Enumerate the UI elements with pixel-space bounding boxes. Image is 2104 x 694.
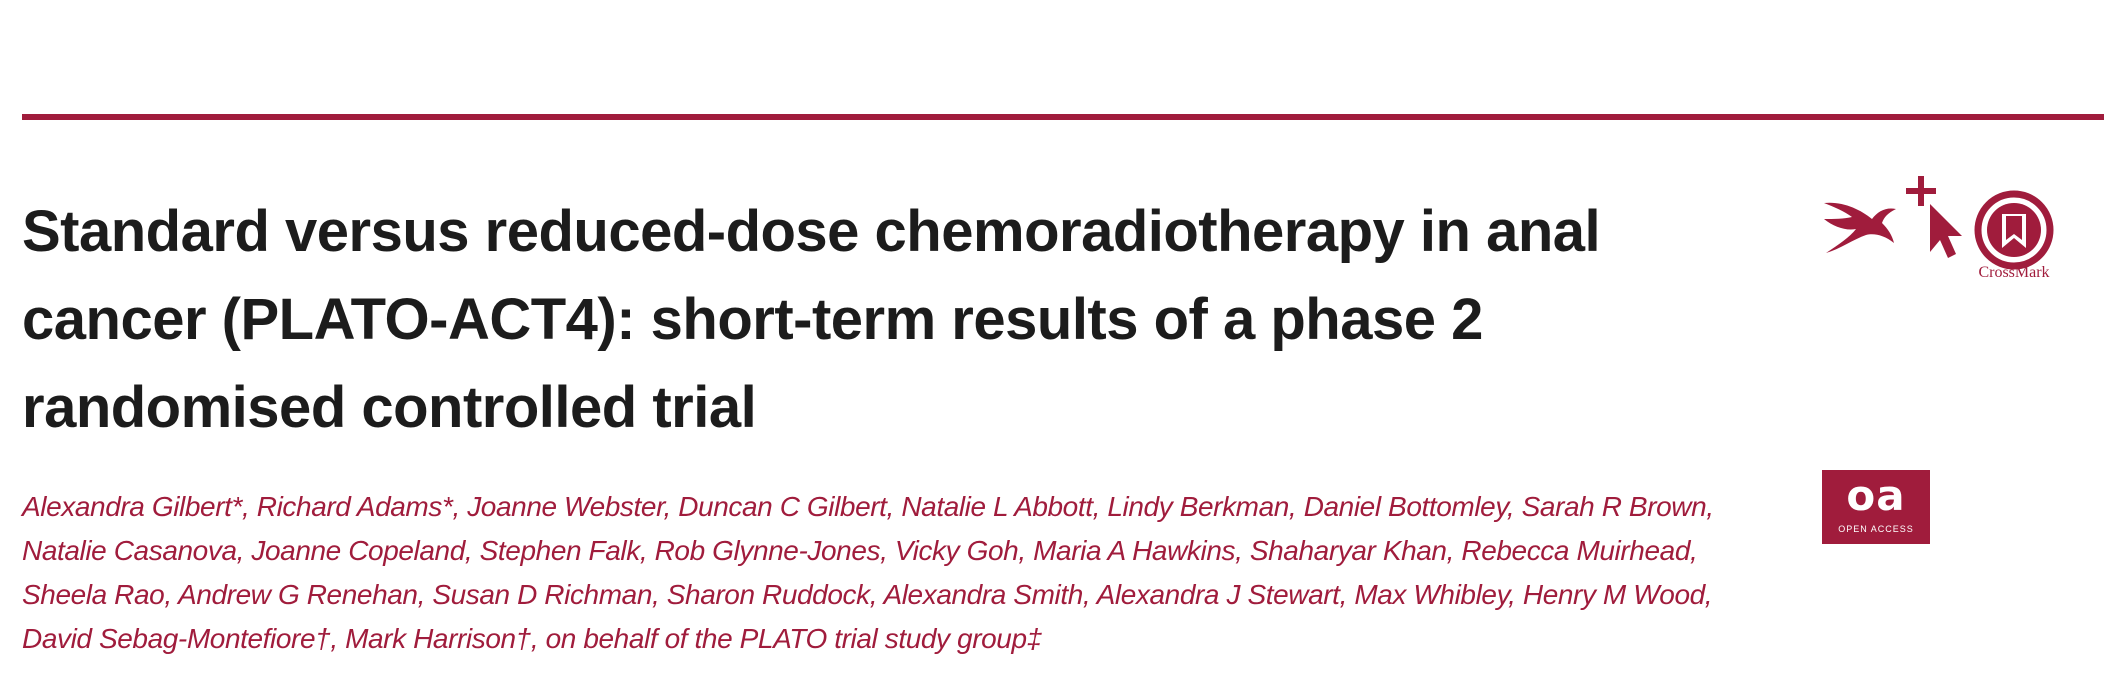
article-title: Standard versus reduced-dose chemoradiot… [22,188,1782,452]
author-line[interactable]: David Sebag-Montefiore†, Mark Harrison†,… [22,623,1042,654]
title-line: randomised controlled trial [22,375,757,440]
swift-icon[interactable] [1822,195,1898,257]
cursor-plus-icon[interactable] [1904,176,1966,260]
author-line[interactable]: Sheela Rao, Andrew G Renehan, Susan D Ri… [22,579,1713,610]
open-access-icon[interactable]: oa OPEN ACCESS [1822,470,1930,544]
author-line[interactable]: Alexandra Gilbert*, Richard Adams*, Joan… [22,491,1714,522]
crossmark-label: CrossMark [1978,264,2050,281]
author-line[interactable]: Natalie Casanova, Joanne Copeland, Steph… [22,535,1698,566]
title-line: Standard versus reduced-dose chemoradiot… [22,199,1601,264]
title-line: cancer (PLATO-ACT4): short-term results … [22,287,1483,352]
crossmark-icon [1974,190,2054,270]
author-list: Alexandra Gilbert*, Richard Adams*, Joan… [22,485,1782,661]
open-access-label: OPEN ACCESS [1838,524,1914,534]
open-access-short: oa [1846,471,1906,520]
header-rule [22,114,2104,120]
crossmark-badge[interactable]: CrossMark [1966,190,2062,286]
